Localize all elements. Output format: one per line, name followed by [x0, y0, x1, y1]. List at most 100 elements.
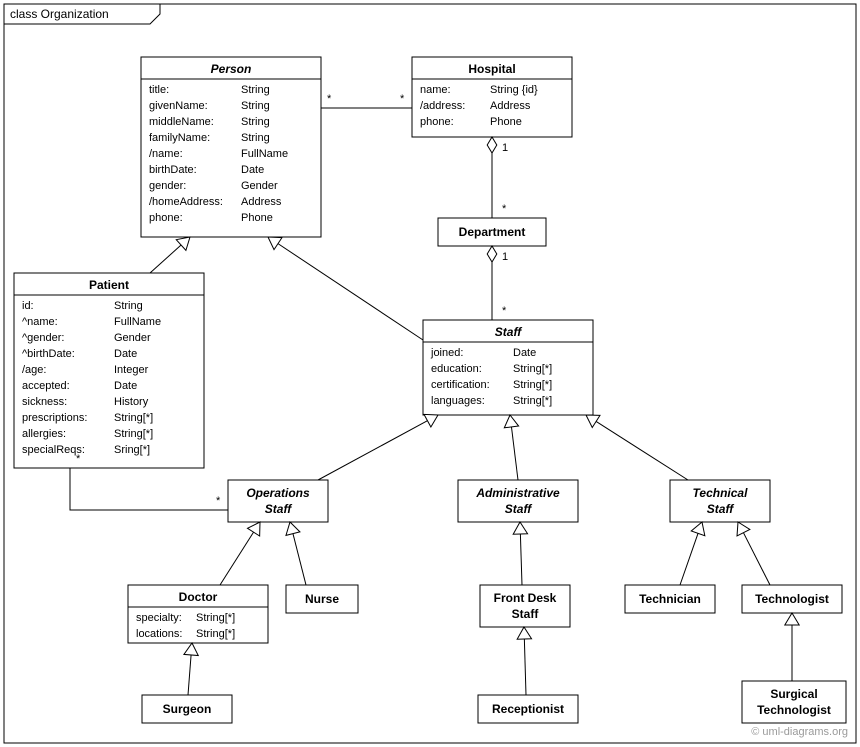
class-Doctor: Doctor specialty: String[*] locations: Strin…: [128, 585, 268, 643]
attr-type: String[*]: [513, 395, 552, 407]
attr-name: /name:: [149, 148, 183, 160]
attr-name: sickness:: [22, 396, 67, 408]
attr-name: gender:: [149, 180, 186, 192]
attr-type: Address: [490, 100, 531, 112]
attr-type: String: [241, 116, 270, 128]
attr-name: name:: [420, 84, 451, 96]
frame-title: class Organization: [10, 7, 109, 21]
multiplicity: 1: [502, 251, 508, 263]
class-title: Operations: [246, 486, 310, 500]
class-title: Front Desk: [494, 591, 557, 605]
attr-type: String[*]: [114, 428, 153, 440]
class-title: Nurse: [305, 592, 339, 606]
attr-name: education:: [431, 363, 482, 375]
class-title: Department: [459, 225, 526, 239]
attr-type: Date: [513, 347, 536, 359]
class-Patient: Patient id: String ^name: FullName ^gender: Ge…: [14, 273, 204, 468]
attr-name: ^birthDate:: [22, 348, 75, 360]
attr-type: String[*]: [114, 412, 153, 424]
multiplicity: *: [76, 453, 81, 465]
class-title-2: Technologist: [757, 703, 831, 717]
attr-type: String: [114, 300, 143, 312]
class-title-2: Staff: [265, 502, 292, 516]
class-title: Hospital: [468, 62, 515, 76]
multiplicity: *: [216, 495, 221, 507]
class-title: Surgical: [770, 687, 817, 701]
class-Surgeon: Surgeon: [142, 695, 232, 723]
attr-type: Phone: [241, 212, 273, 224]
attr-name: allergies:: [22, 428, 66, 440]
class-Nurse: Nurse: [286, 585, 358, 613]
attr-type: String: [241, 132, 270, 144]
class-SurgicalTechnologist: Surgical Technologist: [742, 681, 846, 723]
attr-name: id:: [22, 300, 34, 312]
uml-class-diagram: class Organization Person title: String give…: [0, 0, 860, 747]
class-Hospital: Hospital name: String {id} /address: Address…: [412, 57, 572, 137]
attr-name: prescriptions:: [22, 412, 87, 424]
class-title: Administrative: [475, 486, 560, 500]
class-title: Technologist: [755, 592, 829, 606]
attr-type: History: [114, 396, 149, 408]
attr-type: Date: [114, 380, 137, 392]
class-title-2: Staff: [505, 502, 532, 516]
attr-type: Date: [114, 348, 137, 360]
class-FrontDeskStaff: Front Desk Staff: [480, 585, 570, 627]
attr-type: Gender: [114, 332, 151, 344]
class-Technologist: Technologist: [742, 585, 842, 613]
attr-name: certification:: [431, 379, 490, 391]
attr-name: languages:: [431, 395, 485, 407]
attr-name: phone:: [149, 212, 183, 224]
class-title: Patient: [89, 278, 129, 292]
multiplicity: *: [327, 93, 332, 105]
attr-name: /age:: [22, 364, 46, 376]
attr-name: ^gender:: [22, 332, 64, 344]
class-TechnicalStaff: Technical Staff: [670, 480, 770, 522]
multiplicity: *: [400, 93, 405, 105]
class-Department: Department: [438, 218, 546, 246]
attr-type: Sring[*]: [114, 444, 150, 456]
multiplicity: *: [502, 203, 507, 215]
attr-type: FullName: [114, 316, 161, 328]
class-title-2: Staff: [512, 607, 540, 621]
attr-name: familyName:: [149, 132, 210, 144]
attr-name: accepted:: [22, 380, 70, 392]
multiplicity: 1: [502, 142, 508, 154]
attr-type: Gender: [241, 180, 278, 192]
class-title: Person: [211, 62, 252, 76]
class-Receptionist: Receptionist: [478, 695, 578, 723]
class-title: Technician: [639, 592, 701, 606]
attr-type: Address: [241, 196, 282, 208]
multiplicity: *: [502, 305, 507, 317]
class-Person: Persontitle:StringgivenName:Stringmiddle…: [141, 57, 321, 237]
class-Technician: Technician: [625, 585, 715, 613]
attr-type: Phone: [490, 116, 522, 128]
class-title: Doctor: [179, 590, 218, 604]
class-AdminStaff: Administrative Staff: [458, 480, 578, 522]
attr-type: String[*]: [513, 363, 552, 375]
attr-name: joined:: [430, 347, 463, 359]
attr-name: specialty:: [136, 612, 182, 624]
watermark: © uml-diagrams.org: [751, 726, 848, 738]
attr-type: String: [241, 84, 270, 96]
class-title: Technical: [693, 486, 749, 500]
class-title-2: Staff: [707, 502, 734, 516]
attr-name: /homeAddress:: [149, 196, 223, 208]
class-title: Staff: [495, 325, 522, 339]
attr-type: String[*]: [196, 628, 235, 640]
attr-type: Integer: [114, 364, 149, 376]
attr-name: birthDate:: [149, 164, 197, 176]
attr-type: Date: [241, 164, 264, 176]
attr-name: givenName:: [149, 100, 208, 112]
attr-name: /address:: [420, 100, 465, 112]
attr-name: locations:: [136, 628, 182, 640]
attr-type: String: [241, 100, 270, 112]
attr-type: String {id}: [490, 84, 538, 96]
attr-type: FullName: [241, 148, 288, 160]
attr-type: String[*]: [196, 612, 235, 624]
class-Staff: Staff joined: Date education: String[*] certi…: [423, 320, 593, 415]
class-title: Surgeon: [163, 702, 212, 716]
attr-name: title:: [149, 84, 169, 96]
class-OperationsStaff: Operations Staff: [228, 480, 328, 522]
attr-name: ^name:: [22, 316, 58, 328]
attr-name: phone:: [420, 116, 454, 128]
